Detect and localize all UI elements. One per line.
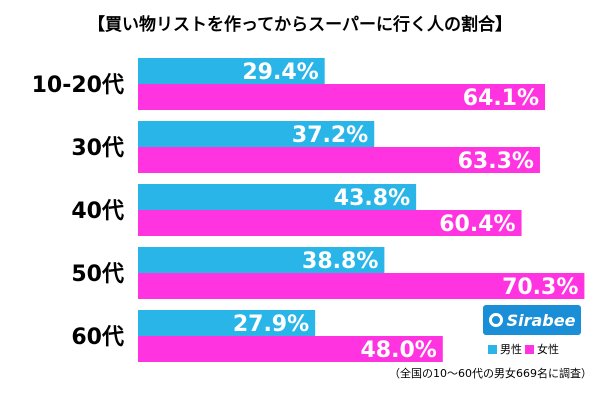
bar-male — [138, 121, 375, 147]
data-label: 70.3% — [502, 275, 578, 300]
bar-male — [138, 310, 316, 336]
category-label: 60代 — [71, 325, 124, 350]
category-label: 10-20代 — [32, 73, 124, 98]
category-label: 50代 — [71, 262, 124, 287]
bar-male — [138, 247, 385, 273]
data-label: 48.0% — [360, 338, 436, 363]
category-label: 40代 — [71, 199, 124, 224]
legend-swatch-female — [525, 344, 534, 354]
data-label: 63.3% — [458, 149, 534, 174]
bar-female — [138, 273, 585, 299]
bar-male — [138, 184, 417, 210]
data-label: 27.9% — [233, 312, 309, 337]
bar-female — [138, 84, 546, 110]
legend-label-male: 男性 — [500, 343, 522, 356]
legend-swatch-male — [488, 344, 497, 354]
data-label: 60.4% — [439, 212, 515, 237]
sirabee-logo-text: Sirabee — [506, 310, 576, 330]
data-label: 37.2% — [292, 123, 368, 148]
chart-title: 【買い物リストを作ってからスーパーに行く人の割合】 — [88, 15, 512, 35]
bar-female — [138, 147, 540, 173]
data-label: 64.1% — [463, 86, 539, 111]
data-label: 29.4% — [242, 60, 318, 85]
data-label: 43.8% — [334, 186, 410, 211]
category-label: 30代 — [71, 136, 124, 161]
data-label: 38.8% — [302, 249, 378, 274]
sirabee-logo: Sirabee — [483, 305, 581, 335]
legend: 男性 女性 — [488, 341, 559, 357]
sirabee-logo-icon — [488, 313, 503, 327]
legend-label-female: 女性 — [537, 343, 559, 356]
bar-female — [138, 336, 443, 362]
footnote: （全国の10〜60代の男女669名に調査） — [389, 367, 592, 380]
bar-male — [138, 58, 325, 84]
bar-female — [138, 210, 522, 236]
